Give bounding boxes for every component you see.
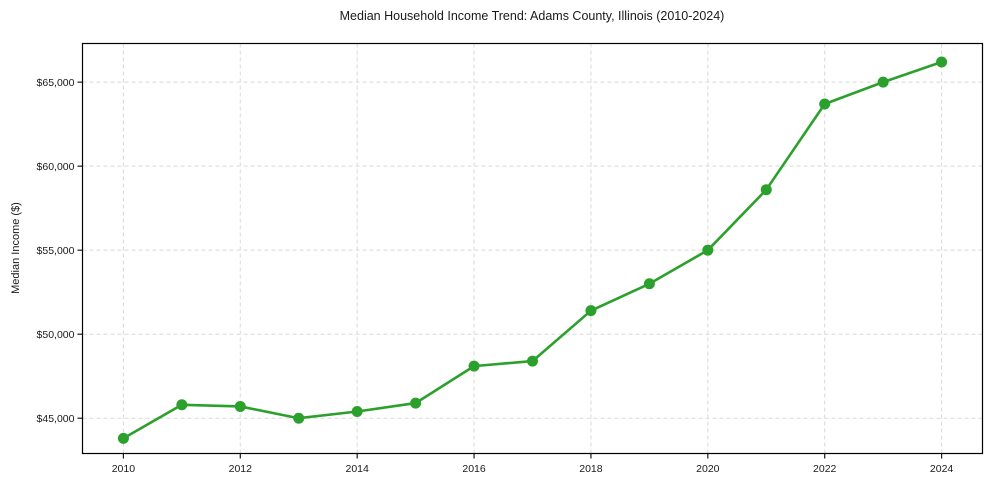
- x-tick-label: 2012: [229, 463, 253, 475]
- data-point-marker: [527, 355, 538, 367]
- data-point-marker: [760, 184, 772, 196]
- data-point-marker: [936, 56, 948, 68]
- x-tick-label: 2022: [813, 463, 837, 475]
- data-point-marker: [117, 432, 129, 444]
- data-point-marker: [410, 397, 422, 409]
- data-point-marker: [176, 399, 188, 411]
- data-point-marker: [819, 98, 831, 110]
- x-tick-label: 2024: [930, 463, 954, 475]
- y-axis-label: Median Income ($): [10, 202, 22, 294]
- y-tick-label: $60,000: [37, 161, 75, 173]
- chart-title: Median Household Income Trend: Adams Cou…: [339, 9, 725, 23]
- x-tick-label: 2020: [696, 463, 720, 475]
- data-point-marker: [702, 244, 714, 256]
- data-point-marker: [585, 305, 597, 317]
- y-tick-label: $45,000: [37, 413, 75, 425]
- x-tick-label: 2010: [112, 463, 136, 475]
- data-point-marker: [468, 360, 480, 372]
- y-tick-label: $50,000: [37, 329, 75, 341]
- data-point-marker: [877, 76, 889, 88]
- y-tick-label: $65,000: [37, 77, 75, 89]
- x-tick-label: 2014: [345, 463, 369, 475]
- data-point-marker: [293, 412, 305, 424]
- x-tick-label: 2018: [579, 463, 603, 475]
- data-point-marker: [351, 405, 363, 417]
- plot-border: [81, 42, 984, 455]
- data-point-marker: [643, 278, 655, 290]
- y-tick-label: $55,000: [37, 245, 75, 257]
- data-point-marker: [234, 400, 246, 412]
- x-tick-label: 2016: [462, 463, 486, 475]
